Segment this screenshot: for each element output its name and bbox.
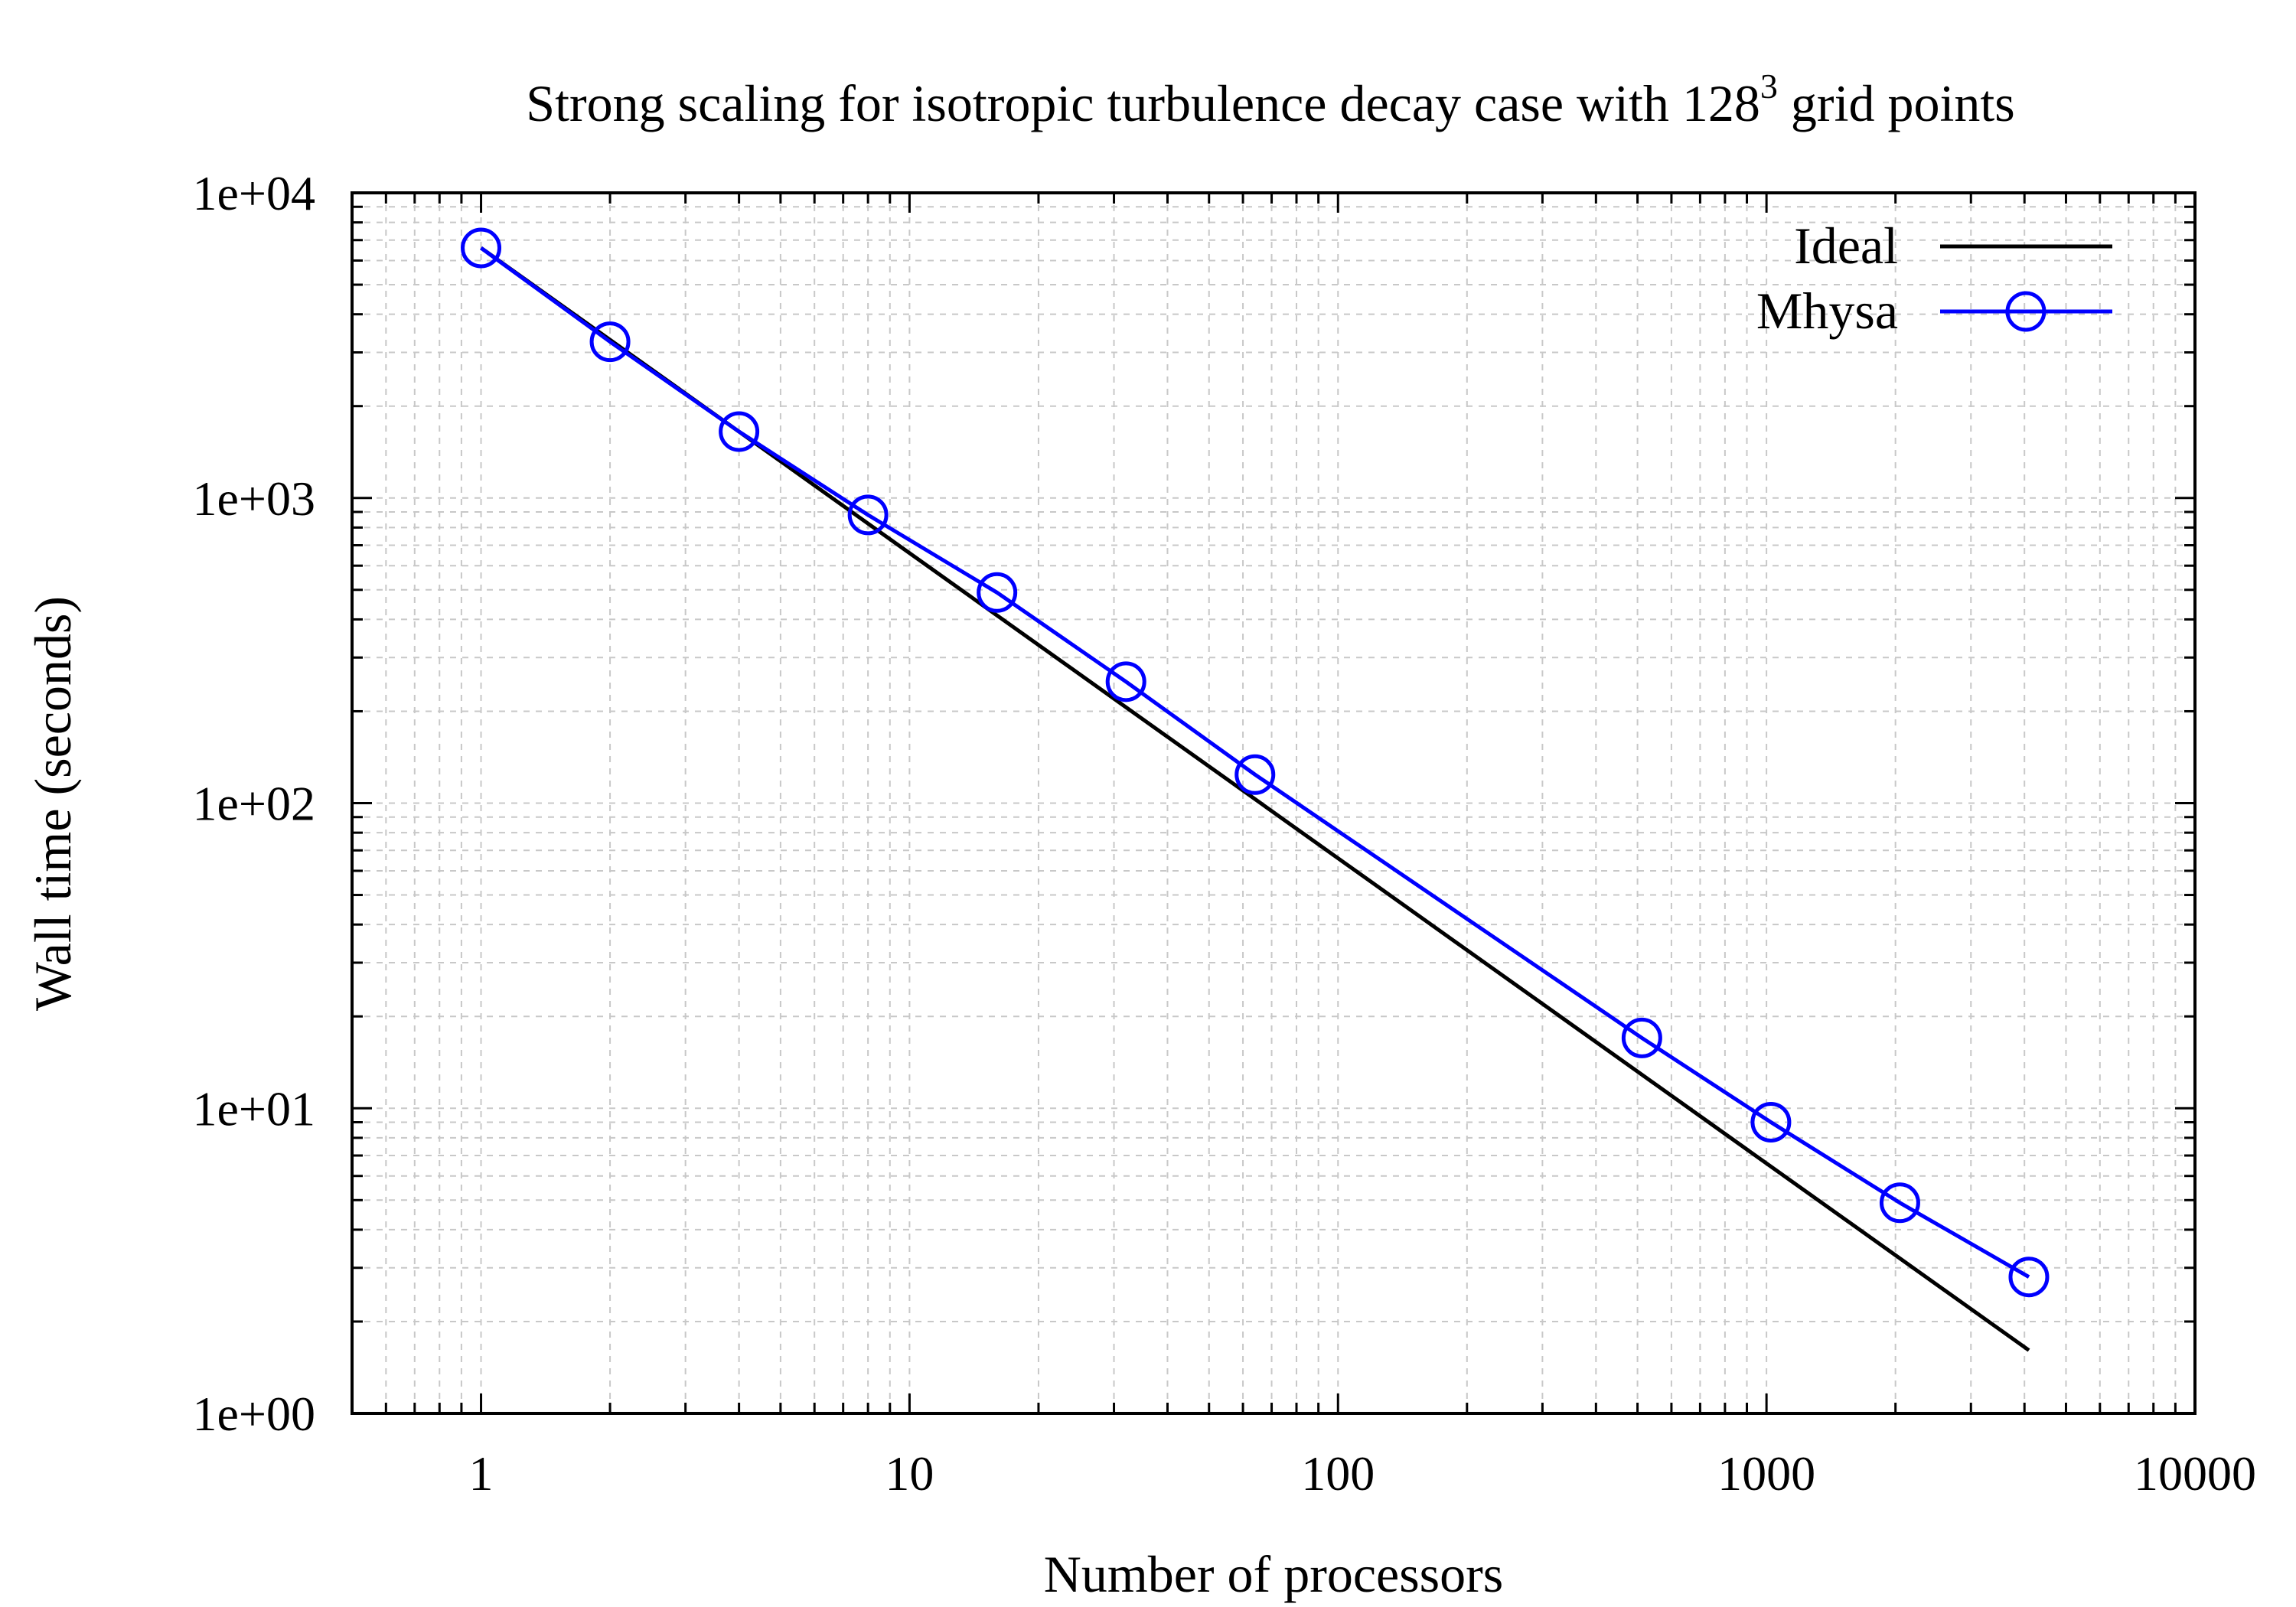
data-point-mhysa [847,494,889,536]
y-tick-label: 1e+04 [193,166,316,220]
chart-title-tail: grid points [1778,74,2015,132]
x-tick-label: 100 [1301,1446,1375,1501]
data-point-mhysa [1621,1017,1662,1058]
data-point-mhysa [1879,1182,1920,1224]
x-tick-label: 10000 [2134,1446,2256,1501]
chart-title: Strong scaling for isotropic turbulence … [526,67,2014,132]
legend: Ideal Mhysa [1756,217,2112,340]
y-tick-label: 1e+01 [193,1081,316,1136]
legend-label-mhysa: Mhysa [1756,282,1898,340]
y-tick-labels: 1e+00 1e+01 1e+02 1e+03 1e+04 [193,166,316,1441]
data-point-mhysa [589,321,631,363]
x-axis-title: Number of processors [1044,1545,1504,1603]
plot-frame [351,191,2197,1415]
y-tick-label: 1e+03 [193,471,316,526]
chart-title-main: Strong scaling for isotropic turbulence … [526,74,1760,132]
legend-marker-mhysa [2005,291,2047,332]
axis-ticks [351,191,2197,1415]
data-point-mhysa [2008,1257,2050,1298]
data-point-mhysa [1750,1101,1792,1143]
series-line-mhysa [480,246,2030,1279]
x-tick-label: 1000 [1717,1446,1815,1501]
y-axis-title: Wall time (seconds) [24,596,82,1011]
y-tick-label: 1e+00 [193,1387,316,1441]
x-tick-label: 10 [885,1446,934,1501]
y-tick-label: 1e+02 [193,777,316,831]
grid [352,193,2195,1413]
data-point-mhysa [461,227,502,269]
data-point-mhysa [1105,661,1146,702]
data-point-mhysa [1234,754,1276,795]
x-tick-label: 1 [469,1446,494,1501]
data-point-mhysa [977,572,1018,613]
legend-label-ideal: Ideal [1794,217,1898,275]
series [461,227,2050,1352]
data-point-mhysa [719,411,760,452]
chart-title-superscript: 3 [1760,67,1778,106]
x-tick-labels: 1 10 100 1000 10000 [469,1446,2256,1501]
